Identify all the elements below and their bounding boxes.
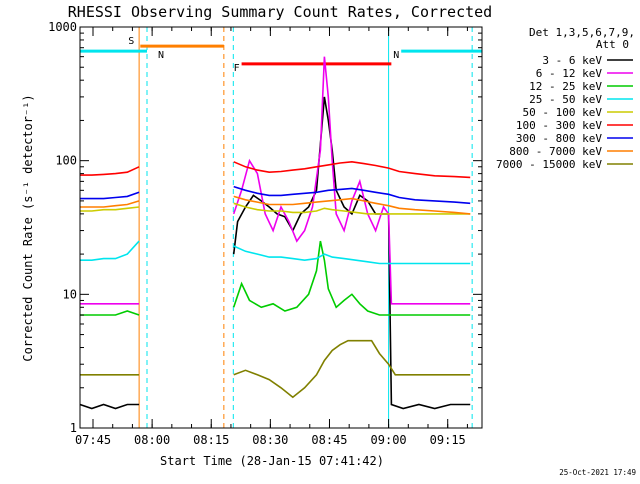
x-tick-label: 08:30 — [252, 433, 288, 447]
series-line-8 — [80, 339, 471, 399]
x-tick-label: 08:15 — [193, 433, 229, 447]
series-line-3 — [80, 240, 471, 265]
legend-label-8: 7000 - 15000 keV — [496, 158, 602, 171]
x-tick-label: 09:15 — [430, 433, 466, 447]
y-tick-label: 1000 — [48, 20, 77, 34]
plot-frame — [79, 26, 483, 429]
legend-label-5: 100 - 300 keV — [516, 119, 602, 132]
y-tick-label: 1 — [70, 421, 77, 435]
x-tick-label: 08:45 — [311, 433, 347, 447]
chart-title: RHESSI Observing Summary Count Rates, Co… — [68, 3, 492, 21]
footer-date: 25-Oct-2021 17:49 — [559, 468, 636, 477]
x-tick-label: 08:00 — [134, 433, 170, 447]
flag-label-1: N — [158, 50, 164, 61]
x-tick-label: 07:45 — [75, 433, 111, 447]
x-tick-label: 09:00 — [371, 433, 407, 447]
flag-label-3: F — [234, 63, 240, 74]
y-axis-label: Corrected Count Rate (s⁻¹ detector⁻¹) — [21, 94, 35, 361]
x-axis-label: Start Time (28-Jan-15 07:41:42) — [160, 454, 384, 468]
legend-label-1: 6 - 12 keV — [536, 67, 603, 80]
legend-label-7: 800 - 7000 keV — [509, 145, 602, 158]
series-line-1 — [80, 56, 471, 305]
legend-label-0: 3 - 6 keV — [542, 54, 602, 67]
series-line-5 — [80, 160, 471, 179]
series-line-6 — [80, 185, 471, 205]
series-line-2 — [80, 240, 471, 316]
series-line-4 — [80, 202, 471, 215]
legend-header-line-2: Att 0 — [596, 38, 629, 51]
legend-label-2: 12 - 25 keV — [529, 80, 602, 93]
legend-label-4: 50 - 100 keV — [523, 106, 603, 119]
legend-label-6: 300 - 800 keV — [516, 132, 602, 145]
flag-label-2: N — [393, 50, 399, 61]
flag-label-0: S — [128, 36, 134, 47]
series-line-7 — [80, 195, 471, 215]
y-tick-label: 10 — [63, 287, 77, 301]
legend-header-line-1: Det 1,3,5,6,7,9, — [529, 26, 635, 39]
plot-area: S N N F — [79, 27, 482, 428]
y-tick-label: 100 — [55, 154, 77, 168]
legend-label-3: 25 - 50 keV — [529, 93, 602, 106]
axes: 1 10 100 1000 07:45 08:00 08:15 08:30 08:45 09:00… — [48, 20, 483, 447]
